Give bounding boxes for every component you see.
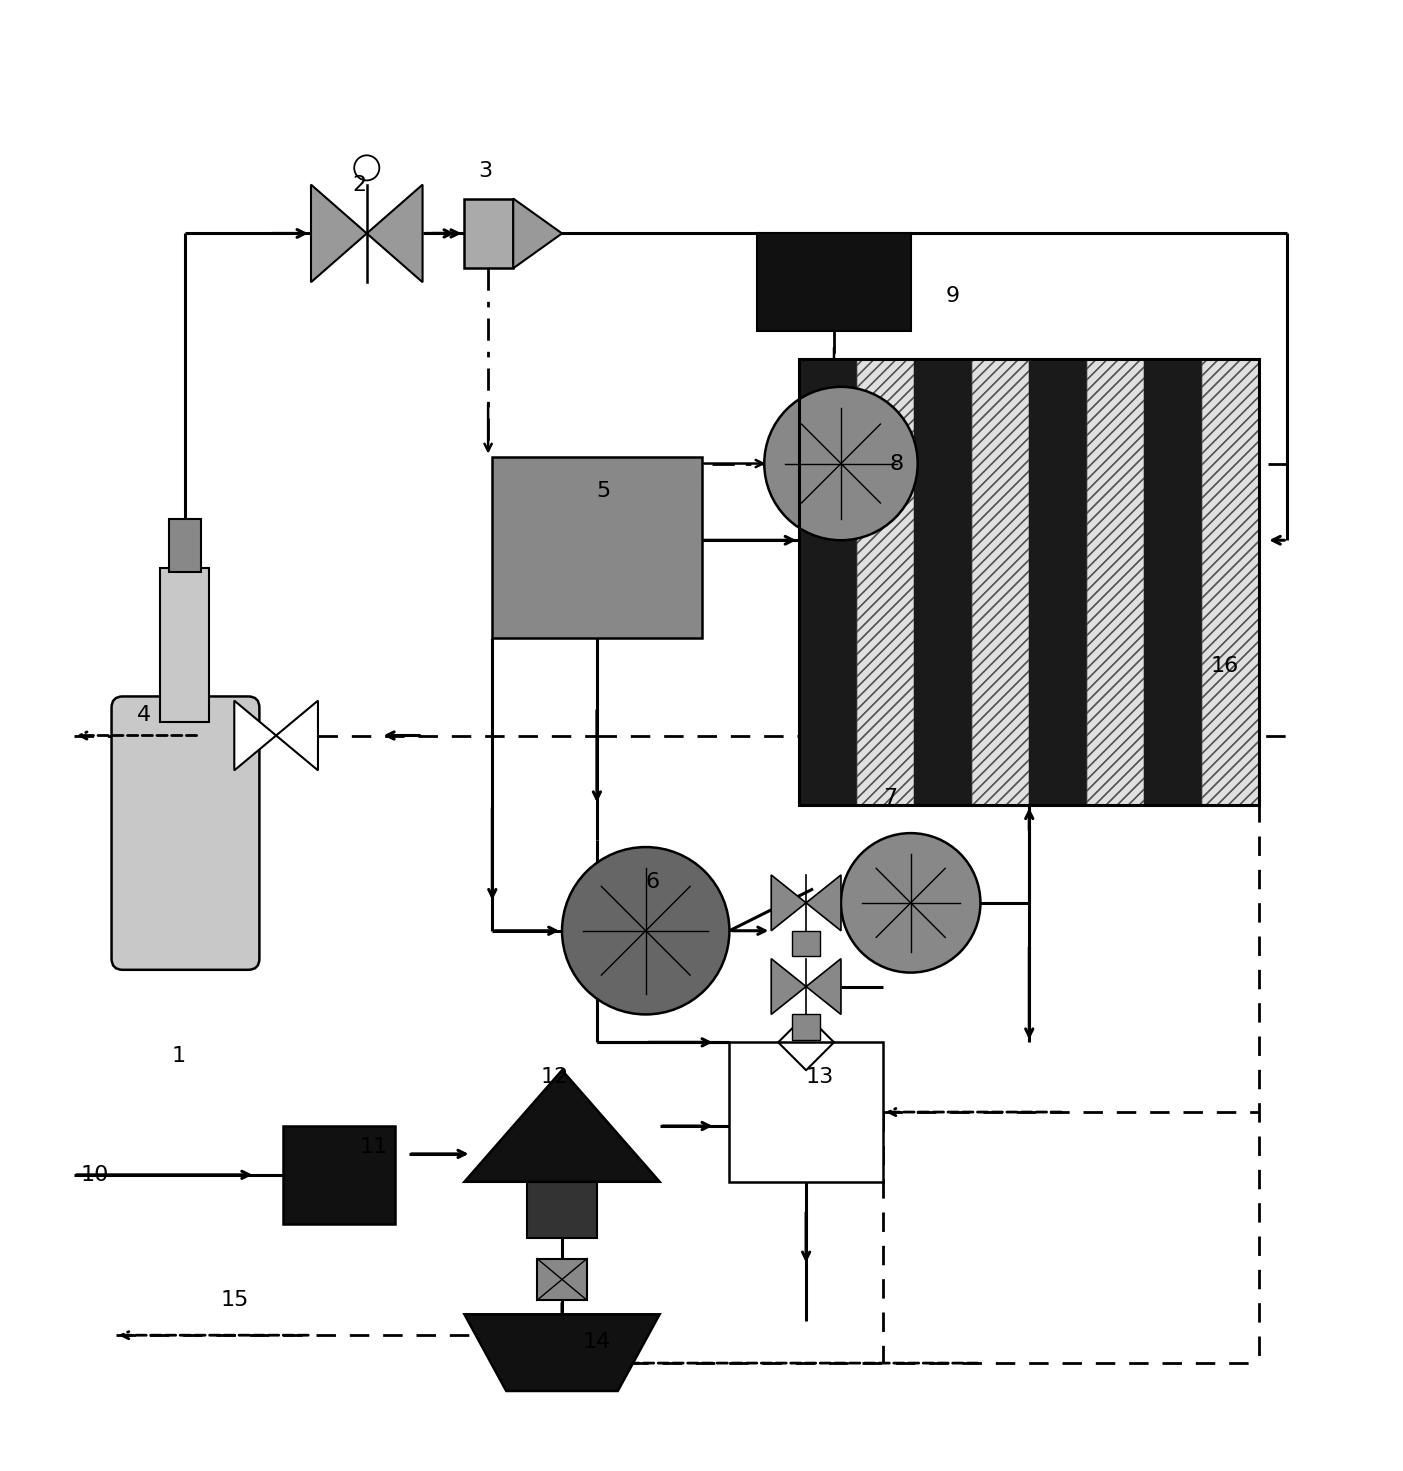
Bar [857,359,915,805]
FancyBboxPatch shape [112,696,260,969]
Bar [283,1125,394,1224]
Text: 1: 1 [171,1046,185,1066]
Circle shape [563,847,730,1015]
Bar [730,1043,882,1181]
Text: 3: 3 [478,160,492,181]
Circle shape [840,833,981,972]
Bar [1087,359,1145,805]
Bar [1202,359,1260,805]
Text: 9: 9 [946,287,960,306]
Text: 15: 15 [220,1290,248,1311]
Bar [1202,359,1260,805]
Polygon shape [464,1071,659,1181]
Polygon shape [772,959,807,1015]
Bar [1087,359,1145,805]
Polygon shape [513,199,563,268]
Text: 2: 2 [352,175,366,194]
Bar [168,519,201,572]
Polygon shape [366,184,422,282]
Polygon shape [807,875,840,931]
Text: 4: 4 [136,705,150,725]
Text: 12: 12 [542,1066,570,1087]
Text: 5: 5 [596,481,610,502]
Bar [793,1015,819,1040]
Text: 11: 11 [359,1137,387,1156]
Text: 13: 13 [805,1066,835,1087]
Bar [972,359,1030,805]
Bar [528,1181,596,1237]
Polygon shape [464,1314,659,1392]
Bar [972,359,1030,805]
Polygon shape [276,700,318,771]
Bar [857,359,915,805]
Bar [537,1259,586,1300]
Bar [800,359,857,805]
Bar [915,359,972,805]
Bar [1030,359,1087,805]
Text: 14: 14 [582,1333,612,1352]
Circle shape [354,156,379,181]
Text: 6: 6 [645,872,659,891]
Bar [464,199,513,268]
Polygon shape [807,959,840,1015]
Text: 8: 8 [890,453,904,474]
Polygon shape [772,875,807,931]
Bar [160,568,209,722]
Polygon shape [311,184,366,282]
Bar [800,359,1260,805]
Bar [793,931,819,956]
Bar [492,456,702,638]
Text: 10: 10 [80,1165,109,1184]
Polygon shape [234,700,276,771]
Circle shape [765,387,918,540]
Bar [1145,359,1202,805]
Text: 7: 7 [882,788,897,808]
Text: 16: 16 [1211,656,1239,675]
Bar [758,234,911,331]
